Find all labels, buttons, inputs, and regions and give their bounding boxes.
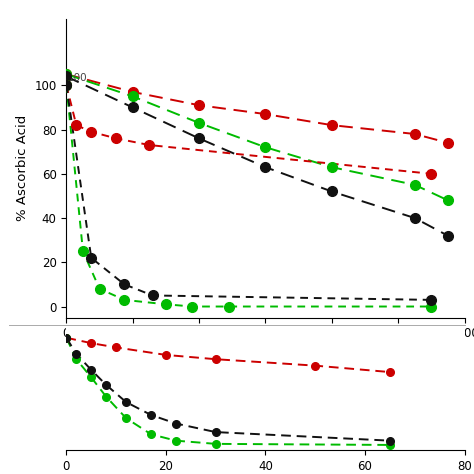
X-axis label: Time (min.): Time (min.) (227, 346, 304, 359)
Y-axis label: % Ascorbic Acid: % Ascorbic Acid (16, 115, 29, 221)
Text: 100: 100 (68, 73, 87, 83)
